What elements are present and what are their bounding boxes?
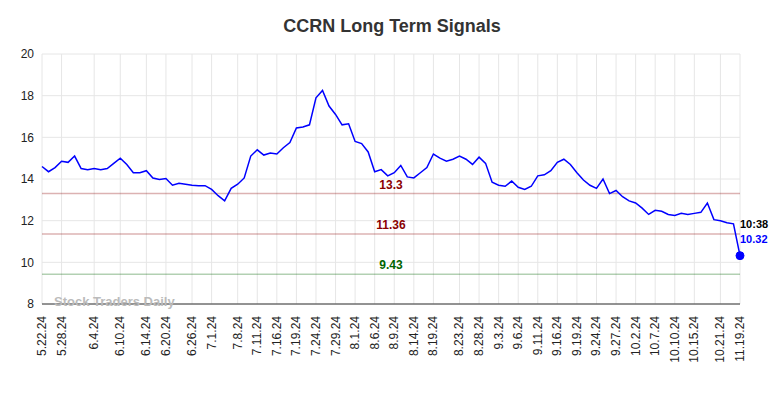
svg-text:11.36: 11.36 bbox=[376, 218, 406, 232]
svg-text:8.28.24: 8.28.24 bbox=[472, 316, 486, 356]
svg-text:7.8.24: 7.8.24 bbox=[231, 316, 245, 350]
svg-text:10.2.24: 10.2.24 bbox=[629, 316, 643, 356]
svg-text:9.16.24: 9.16.24 bbox=[550, 316, 564, 356]
svg-text:8.14.24: 8.14.24 bbox=[407, 316, 421, 356]
svg-text:7.29.24: 7.29.24 bbox=[329, 316, 343, 356]
svg-text:7.16.24: 7.16.24 bbox=[270, 316, 284, 356]
svg-text:9.11.24: 9.11.24 bbox=[531, 316, 545, 355]
svg-text:8.1.24: 8.1.24 bbox=[348, 316, 362, 350]
svg-text:7.19.24: 7.19.24 bbox=[289, 316, 303, 356]
svg-text:10.10.24: 10.10.24 bbox=[668, 316, 682, 363]
svg-text:10.21.24: 10.21.24 bbox=[713, 316, 727, 363]
svg-text:9.43: 9.43 bbox=[379, 258, 403, 272]
svg-text:6.20.24: 6.20.24 bbox=[159, 316, 173, 356]
svg-text:9.19.24: 9.19.24 bbox=[570, 316, 584, 356]
svg-text:18: 18 bbox=[21, 89, 35, 103]
svg-text:5.22.24: 5.22.24 bbox=[35, 316, 49, 356]
svg-text:20: 20 bbox=[21, 47, 35, 61]
svg-text:10.7.24: 10.7.24 bbox=[648, 316, 662, 356]
html-text:Stock Traders Daily: Stock Traders Daily bbox=[54, 294, 175, 309]
svg-text:9.3.24: 9.3.24 bbox=[492, 316, 506, 350]
svg-text:13.3: 13.3 bbox=[379, 178, 403, 192]
svg-text:6.4.24: 6.4.24 bbox=[87, 316, 101, 350]
svg-text:7.24.24: 7.24.24 bbox=[309, 316, 323, 356]
svg-text:7.1.24: 7.1.24 bbox=[205, 316, 219, 350]
svg-text:9.6.24: 9.6.24 bbox=[511, 316, 525, 350]
svg-text:8.23.24: 8.23.24 bbox=[452, 316, 466, 356]
svg-text:10.15.24: 10.15.24 bbox=[687, 316, 701, 363]
svg-text:6.10.24: 6.10.24 bbox=[113, 316, 127, 356]
svg-text:6.14.24: 6.14.24 bbox=[139, 316, 153, 356]
svg-text:8: 8 bbox=[27, 297, 34, 311]
svg-text:6.26.24: 6.26.24 bbox=[185, 316, 199, 356]
svg-text:5.28.24: 5.28.24 bbox=[55, 316, 69, 356]
svg-text:10.32: 10.32 bbox=[740, 233, 768, 245]
svg-text:11.19.24: 11.19.24 bbox=[733, 316, 747, 362]
svg-text:16: 16 bbox=[21, 131, 35, 145]
svg-text:8.9.24: 8.9.24 bbox=[387, 316, 401, 350]
svg-text:9.27.24: 9.27.24 bbox=[609, 316, 623, 356]
svg-text:9.24.24: 9.24.24 bbox=[589, 316, 603, 356]
svg-text:10:38: 10:38 bbox=[740, 218, 768, 230]
svg-text:8.19.24: 8.19.24 bbox=[426, 316, 440, 356]
html-text:CCRN Long Term Signals: CCRN Long Term Signals bbox=[283, 16, 501, 36]
svg-text:8.6.24: 8.6.24 bbox=[368, 316, 382, 350]
svg-text:7.11.24: 7.11.24 bbox=[250, 316, 264, 355]
svg-text:12: 12 bbox=[21, 214, 35, 228]
svg-text:14: 14 bbox=[21, 172, 35, 186]
svg-text:10: 10 bbox=[21, 256, 35, 270]
